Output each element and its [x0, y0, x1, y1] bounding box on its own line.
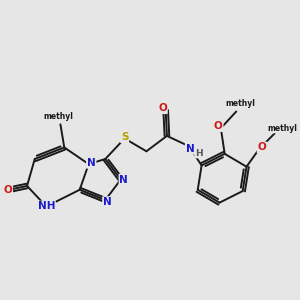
Text: N: N [119, 175, 128, 184]
Text: O: O [214, 121, 223, 131]
Text: methyl: methyl [225, 99, 255, 108]
Text: H: H [195, 149, 202, 158]
Text: O: O [257, 142, 266, 152]
Text: O: O [3, 185, 12, 195]
Text: N: N [87, 158, 96, 168]
Text: methyl: methyl [268, 124, 297, 133]
Text: methyl: methyl [43, 112, 73, 121]
Text: O: O [158, 103, 167, 113]
Text: N: N [103, 197, 112, 207]
Text: NH: NH [38, 202, 55, 212]
Text: N: N [186, 144, 194, 154]
Text: S: S [121, 132, 128, 142]
